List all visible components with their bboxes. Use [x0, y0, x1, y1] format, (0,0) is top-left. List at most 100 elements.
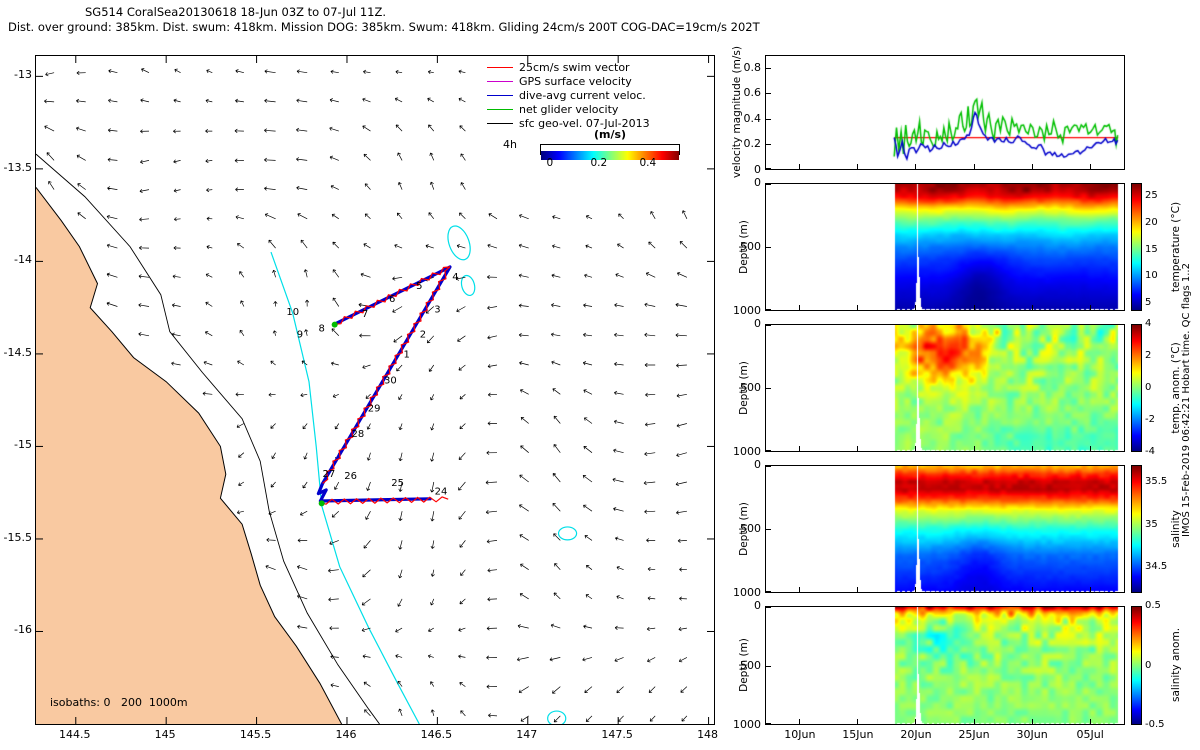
velocity-ytick-mark — [766, 93, 771, 95]
map-x-tick-label: 145 — [154, 728, 176, 741]
legend-line-sample-icon — [487, 108, 513, 110]
colorbar-tick-label: 5 — [1145, 297, 1152, 308]
time-tick-mark — [973, 719, 975, 724]
time-tick-mark — [857, 719, 859, 724]
map-x-tick-label: 148 — [697, 728, 719, 741]
temperature-section-canvas — [766, 184, 1124, 310]
colorbar-tick-label: 35.5 — [1145, 476, 1168, 488]
legend-colorbar-tick-label: 0.4 — [639, 157, 657, 169]
time-tick-label: 05Jul — [1076, 728, 1104, 741]
velocity-ytick-label: 0.6 — [743, 86, 762, 100]
map-x-tick-label: 147.5 — [601, 728, 633, 741]
colorbar-tick-label: 20 — [1145, 217, 1158, 228]
velocity-ytick-label: 0.4 — [743, 111, 762, 125]
depth-tick-label: 0 — [754, 458, 761, 471]
time-tick-mark — [1031, 305, 1033, 310]
map-x-tick-label: 145.5 — [239, 728, 272, 741]
velocity-ytick-label: 0.8 — [743, 60, 762, 74]
time-tick-mark — [857, 305, 859, 310]
colorbar-tick-label: 0.5 — [1145, 600, 1161, 611]
colorbar-tick-label: 15 — [1145, 243, 1158, 255]
svg-text:24: 24 — [435, 487, 448, 498]
depth-tick-label: 1000 — [733, 718, 761, 731]
temp-anomaly-section-panel — [765, 324, 1125, 452]
velocity-ytick-mark — [766, 144, 771, 146]
svg-text:28: 28 — [351, 429, 364, 440]
colorbar-tick-label: 10 — [1145, 270, 1158, 282]
map-legend: 25cm/s swim vector GPS surface velocity di… — [487, 60, 727, 182]
map-y-tick-label: -13 — [14, 68, 32, 82]
svg-text:9: 9 — [297, 329, 303, 340]
depth-tick-label: 500 — [740, 381, 761, 394]
time-tick-mark — [799, 305, 801, 310]
svg-text:2: 2 — [420, 329, 426, 340]
time-tick-mark — [915, 719, 917, 724]
credit-text: IMOS 15-Feb-2019 06:42:21 Hobart time. Q… — [1181, 263, 1192, 537]
legend-line-sample-icon — [487, 122, 513, 124]
figure-title: SG514 CoralSea20130618 18-Jun 03Z to 07-… — [85, 5, 386, 19]
depth-tick-label: 500 — [740, 522, 761, 535]
time-tick-mark — [1031, 446, 1033, 451]
svg-text:5: 5 — [416, 281, 422, 292]
time-tick-mark — [973, 446, 975, 451]
time-tick-label: 25Jun — [958, 728, 990, 741]
svg-text:8: 8 — [318, 324, 324, 335]
map-y-tick-label: -15 — [14, 438, 32, 452]
svg-text:4: 4 — [452, 272, 458, 283]
svg-text:6: 6 — [389, 294, 395, 305]
time-tick-mark — [857, 164, 859, 169]
time-tick-mark — [973, 587, 975, 592]
depth-tick-mark — [766, 591, 771, 592]
legend-colorbar-gradient — [541, 151, 679, 160]
time-tick-mark — [1031, 587, 1033, 592]
time-tick-mark — [915, 446, 917, 451]
time-tick-mark — [1089, 164, 1091, 169]
svg-text:26: 26 — [344, 471, 357, 482]
depth-tick-mark — [766, 184, 771, 185]
legend-item: dive-avg current veloc. — [487, 88, 650, 102]
legend-colorbar — [540, 144, 680, 160]
time-tick-label: 10Jun — [784, 728, 816, 741]
velocity-ytick-mark — [766, 118, 771, 120]
svg-text:1: 1 — [403, 350, 409, 361]
legend-colorbar-tick-label: 0 — [546, 157, 554, 169]
legend-item-label: net glider velocity — [519, 102, 619, 116]
time-tick-mark — [799, 446, 801, 451]
temperature-colorbar — [1131, 183, 1142, 311]
svg-text:25: 25 — [391, 478, 404, 489]
map-y-tick-label: -14.5 — [3, 345, 32, 359]
time-tick-mark — [973, 305, 975, 310]
depth-tick-mark — [766, 529, 771, 530]
depth-tick-mark — [766, 309, 771, 310]
salinity-section-canvas — [766, 466, 1124, 592]
velocity-ytick-mark — [766, 67, 771, 69]
velocity-panel — [765, 55, 1125, 170]
colorbar-tick-label: 4 — [1145, 318, 1152, 329]
salinity-section-panel — [765, 465, 1125, 593]
temp-anomaly-section-canvas — [766, 325, 1124, 451]
svg-text:7: 7 — [362, 309, 368, 320]
salinity-anomaly-colorbar-gradient — [1132, 607, 1141, 724]
time-tick-label: 30Jun — [1016, 728, 1048, 741]
legend-item-label: GPS surface velocity — [519, 74, 632, 88]
depth-tick-mark — [766, 607, 771, 608]
map-x-tick-label: 146.5 — [420, 728, 453, 741]
time-tick-label: 20Jun — [900, 728, 932, 741]
svg-text:27: 27 — [323, 469, 336, 480]
legend-colorbar-tick-label: 0.2 — [590, 157, 608, 169]
legend-time-note: 4h — [503, 138, 517, 151]
time-tick-mark — [1089, 719, 1091, 724]
map-y-tick-label: -13.5 — [3, 160, 32, 174]
map-panel: 10 9 8 7 6 5 4 3 2 1 30 29 28 27 26 25 24 — [35, 55, 715, 725]
colorbar-tick-label: 34.5 — [1145, 561, 1168, 573]
map-plot: 10 9 8 7 6 5 4 3 21 30 29 28 27 26 25 24 — [36, 56, 714, 724]
legend-item: 25cm/s swim vector — [487, 60, 650, 74]
salinity-anomaly-section-panel — [765, 606, 1125, 725]
map-x-tick-label: 147 — [516, 728, 538, 741]
legend-colorbar-title: (m/s) — [593, 128, 627, 141]
temperature-section-panel — [765, 183, 1125, 311]
depth-tick-label: 0 — [754, 599, 761, 612]
time-tick-mark — [1089, 587, 1091, 592]
legend-item: net glider velocity — [487, 102, 650, 116]
